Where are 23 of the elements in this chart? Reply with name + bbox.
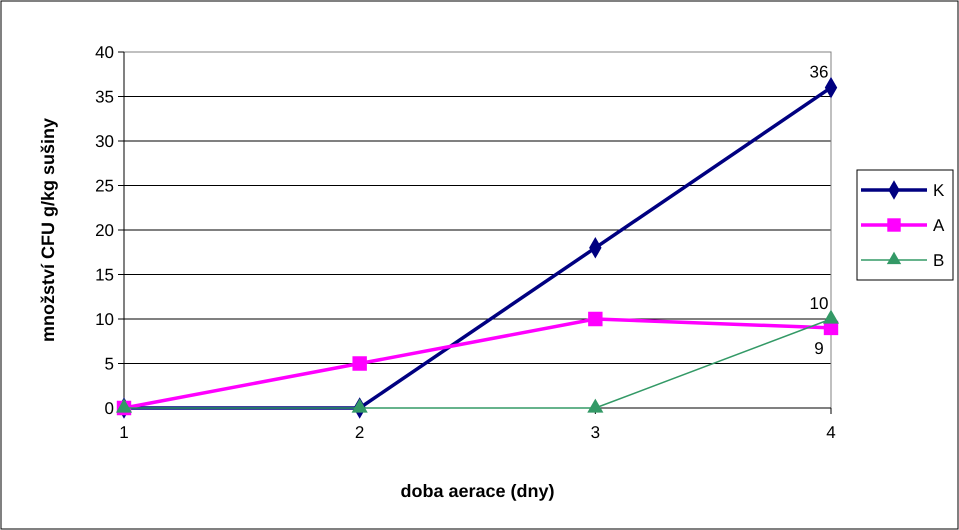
data-label: 36 <box>810 62 828 82</box>
data-label: 9 <box>814 338 824 358</box>
x-tick-label: 4 <box>826 423 836 442</box>
x-axis-title: doba aerace (dny) <box>400 481 555 501</box>
x-tick-label: 3 <box>590 423 600 442</box>
y-tick-label: 20 <box>95 220 114 240</box>
legend-label: K <box>933 180 945 200</box>
y-tick-label: 10 <box>95 310 114 329</box>
y-tick-label: 25 <box>95 176 114 196</box>
legend-label: A <box>933 216 945 235</box>
x-tick-label: 2 <box>354 423 364 442</box>
y-tick-label: 35 <box>95 87 114 106</box>
y-tick-label: 0 <box>104 398 114 418</box>
y-tick-label: 15 <box>95 265 114 284</box>
point <box>352 356 367 371</box>
x-tick-label: 1 <box>119 423 129 442</box>
data-label: 10 <box>810 294 828 313</box>
point <box>588 312 603 326</box>
y-tick-label: 40 <box>95 42 114 62</box>
y-tick-label: 5 <box>104 354 114 374</box>
y-tick-label: 30 <box>95 132 114 151</box>
y-axis-title: množství CFU g/kg sušiny <box>38 118 58 342</box>
legend-label: B <box>933 250 944 270</box>
